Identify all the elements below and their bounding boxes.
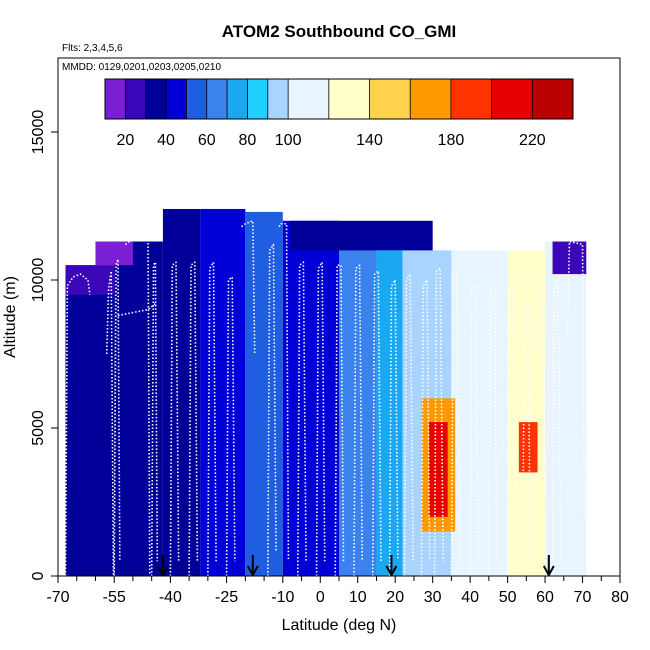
- colorbar-swatch: [105, 79, 126, 119]
- flights-note: Flts: 2,3,4,5,6: [62, 43, 123, 54]
- curtain-cell: [545, 241, 587, 576]
- flight-profile-line: [124, 214, 151, 576]
- plot-area: [64, 208, 587, 576]
- arrow-head: [246, 565, 259, 576]
- x-tick-label: -55: [103, 589, 126, 606]
- flight-profile-line: [267, 243, 277, 576]
- dates-note: MMDD: 0129,0201,0203,0205,0210: [62, 62, 221, 73]
- colorbar-tick-label: 220: [519, 132, 546, 149]
- colorbar-swatch: [410, 79, 451, 119]
- x-tick-label: 0: [316, 589, 325, 606]
- x-tick-label: -10: [271, 589, 294, 606]
- y-axis-title: Altitude (m): [2, 276, 19, 358]
- colorbar-swatch: [166, 79, 187, 119]
- colorbar-tick-label: 20: [116, 132, 134, 149]
- flight-profile-line: [225, 276, 236, 576]
- flight-profile-line: [117, 303, 156, 317]
- curtain-cell: [428, 422, 448, 517]
- x-tick-label: -70: [46, 589, 69, 606]
- colorbar-swatch: [288, 79, 329, 119]
- flight-profile-line: [469, 285, 480, 576]
- flight-profile-line: [433, 267, 444, 576]
- y-axis: 0 5000 10000 15000: [30, 110, 58, 580]
- colorbar-swatch: [267, 79, 289, 119]
- flight-profile-line: [113, 258, 121, 576]
- curtain-cells: [65, 208, 587, 576]
- colorbar-tick-label: 60: [198, 132, 216, 149]
- x-tick-label: -40: [159, 589, 182, 606]
- x-tick-label: 30: [424, 589, 442, 606]
- x-tick-label: 80: [611, 589, 629, 606]
- curtain-cell: [200, 208, 246, 576]
- x-tick-label: 50: [499, 589, 517, 606]
- flight-profile-line: [150, 261, 159, 576]
- flight-profile-line: [296, 261, 307, 576]
- curtain-cell: [245, 211, 283, 576]
- colorbar: 20 40 60 80 100 140 180 220: [62, 74, 612, 154]
- curtain-cell: [282, 220, 339, 576]
- colorbar-swatch: [450, 79, 492, 119]
- curtain-cell: [65, 265, 115, 295]
- arrow-head: [157, 565, 169, 576]
- curtain-cell: [162, 208, 201, 576]
- curtain-cell: [114, 241, 163, 576]
- flight-profile-line: [450, 270, 461, 576]
- chart-title: ATOM2 Southbound CO_GMI: [222, 22, 457, 41]
- curtain-cell: [290, 220, 433, 251]
- x-axis: -70 -55 -40 -25 -10 0 10 20 30 40 50 60 70 80: [46, 575, 629, 606]
- x-tick-label: 70: [574, 589, 592, 606]
- colorbar-swatch: [186, 79, 207, 119]
- colorbar-swatch: [247, 79, 268, 119]
- flight-arrows: [157, 555, 555, 576]
- curtain-cell: [339, 235, 377, 576]
- y-tick-label: 5000: [30, 410, 47, 446]
- flight-profile-line: [371, 270, 382, 576]
- x-tick-label: 20: [386, 589, 404, 606]
- curtain-cell: [95, 241, 133, 266]
- y-tick-label: 15000: [30, 110, 47, 155]
- y-tick-label: 10000: [30, 258, 47, 303]
- colorbar-swatch: [125, 79, 146, 119]
- flight-profile-line: [188, 261, 199, 576]
- colorbar-swatch: [491, 79, 533, 119]
- colorbar-tick-label: 140: [356, 132, 383, 149]
- colorbar-swatch: [145, 79, 167, 119]
- curtain-cell: [451, 250, 508, 576]
- colorbar-swatch: [328, 79, 370, 119]
- flight-profile-line: [169, 261, 180, 576]
- colorbar-frame: [104, 78, 574, 120]
- colorbar-tick-label: 180: [438, 132, 465, 149]
- colorbar-swatch: [369, 79, 411, 119]
- flight-profile-line: [536, 282, 547, 562]
- arrow-head: [542, 565, 555, 576]
- colorbar-tick-label: 80: [239, 132, 257, 149]
- x-tick-label: 60: [536, 589, 554, 606]
- flight-profile-line: [551, 279, 562, 576]
- y-tick-label: 0: [30, 571, 47, 580]
- colorbar-swatch: [227, 79, 248, 119]
- curtain-cell: [65, 265, 115, 576]
- x-axis-title: Latitude (deg N): [282, 617, 397, 634]
- curtain-cell: [518, 422, 538, 473]
- flight-profile-line: [334, 264, 345, 576]
- flight-profile-line: [403, 273, 414, 576]
- colorbar-swatch: [532, 79, 573, 119]
- flight-profile-line: [64, 273, 91, 576]
- flight-profiles: [64, 214, 586, 576]
- x-tick-label: -25: [215, 589, 238, 606]
- arrow-head: [385, 565, 398, 576]
- colorbar-tick-label: 40: [157, 132, 175, 149]
- colorbar-swatch: [206, 79, 228, 119]
- flight-profile-line: [105, 270, 115, 576]
- flight-profile-line: [521, 296, 531, 576]
- x-tick-label: 40: [461, 589, 479, 606]
- colorbar-tick-label: 100: [275, 132, 302, 149]
- x-tick-label: 10: [349, 589, 367, 606]
